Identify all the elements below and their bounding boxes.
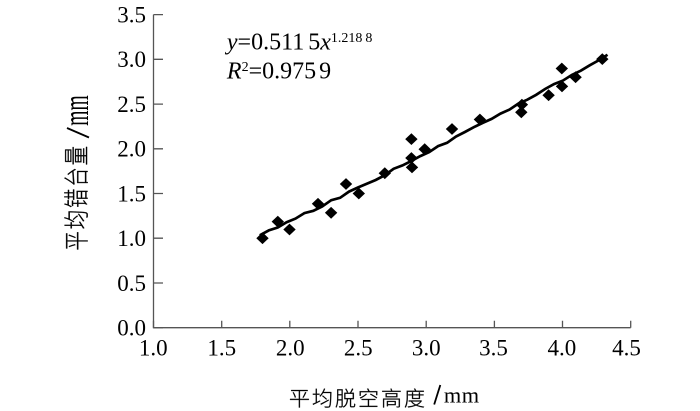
svg-text:mm: mm [444, 383, 480, 408]
svg-text:3.0: 3.0 [412, 335, 441, 360]
svg-text:3.0: 3.0 [117, 47, 146, 72]
svg-text:1.0: 1.0 [117, 226, 146, 251]
svg-text:0.5: 0.5 [117, 271, 146, 296]
svg-text:3.5: 3.5 [117, 2, 146, 27]
svg-text:4.5: 4.5 [612, 335, 641, 360]
svg-text:2.5: 2.5 [344, 335, 373, 360]
svg-text:1.5: 1.5 [207, 335, 236, 360]
svg-text:2.0: 2.0 [117, 137, 146, 162]
svg-text:3.5: 3.5 [479, 335, 508, 360]
svg-text:2.0: 2.0 [276, 335, 305, 360]
svg-text:1.0: 1.0 [139, 335, 168, 360]
svg-text:1.5: 1.5 [117, 181, 146, 206]
svg-text:mm: mm [57, 95, 97, 126]
svg-text:0.0: 0.0 [117, 316, 146, 341]
svg-text:4.0: 4.0 [548, 335, 577, 360]
svg-text:2.5: 2.5 [117, 92, 146, 117]
